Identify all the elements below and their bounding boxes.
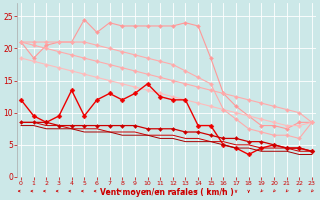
- X-axis label: Vent moyen/en rafales ( km/h ): Vent moyen/en rafales ( km/h ): [100, 188, 233, 197]
